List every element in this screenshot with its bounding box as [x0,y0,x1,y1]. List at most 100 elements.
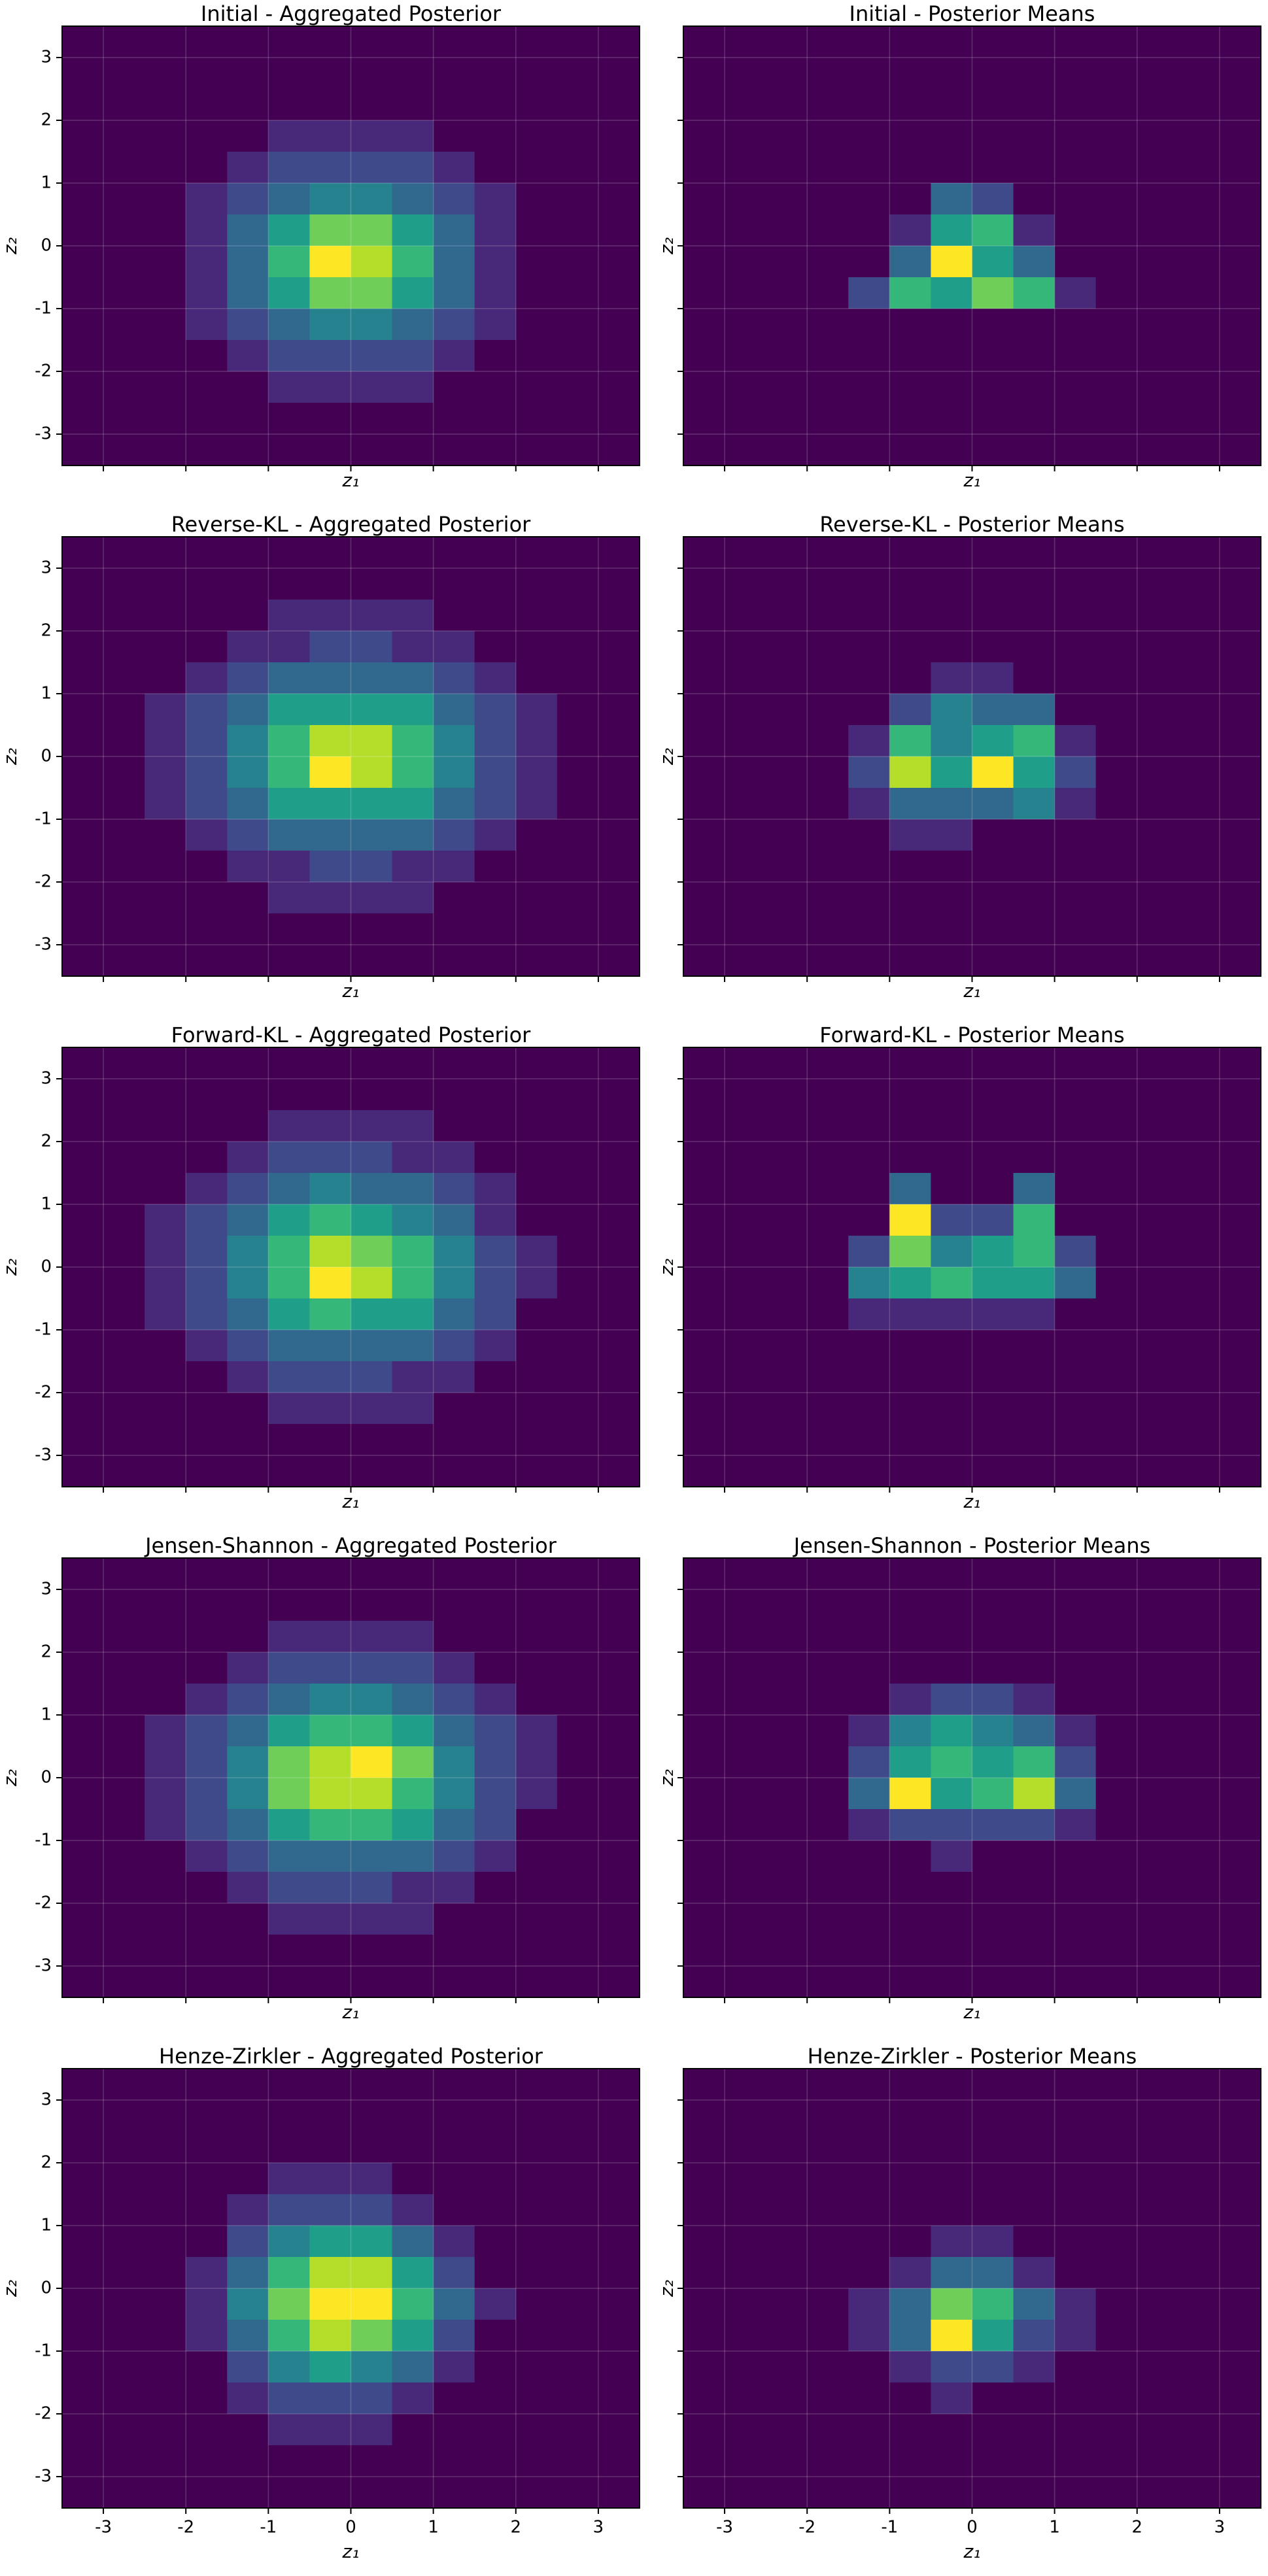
hist-cell [889,434,931,466]
hist-cell [433,662,475,694]
hist-cell [725,1903,766,1935]
hist-cell [1137,1236,1179,1268]
hist-cell [1013,1330,1055,1362]
hist-cell [1137,1872,1179,1904]
hist-cell [103,2131,145,2163]
hist-cell [433,600,475,632]
hist-cell [766,1903,808,1935]
hist-cell [474,1746,517,1778]
hist-cell [103,662,145,694]
hist-cell [515,1173,558,1205]
hist-cell [807,913,849,945]
hist-cell [1137,694,1179,726]
hist-cell [515,1621,558,1653]
hist-cell [1178,631,1220,663]
hist-cell [972,1589,1014,1621]
hist-cell [62,89,104,121]
hist-cell [725,1142,766,1174]
hist-cell [1178,120,1220,152]
hist-cell [351,537,393,569]
hist-cell [683,600,725,632]
hist-cell [931,662,972,694]
hist-cell [889,1684,931,1716]
hist-cell [62,1935,104,1967]
hist-cell [725,1047,766,1079]
hist-cell [227,1424,269,1456]
hist-cell [433,214,475,246]
hist-cell [848,2445,890,2477]
hist-cell [309,1330,351,1362]
hist-cell [1054,1455,1097,1487]
hist-cell [268,631,310,663]
hist-cell [848,945,890,977]
hist-cell [807,2382,849,2415]
hist-cell [268,2226,310,2258]
hist-cell [931,26,972,58]
hist-cell [972,340,1014,372]
hist-cell [103,1330,145,1362]
hist-cell [392,819,434,851]
hist-cell [1054,246,1097,278]
hist-cell [766,2069,808,2101]
hist-cell [1095,2445,1138,2477]
hist-cell [515,756,558,788]
hist-cell [351,851,393,883]
hist-cell [725,2477,766,2509]
hist-cell [62,2445,104,2477]
hist-cell [683,309,725,341]
hist-cell [145,1558,186,1590]
hist-cell [598,1298,640,1330]
hist-cell [309,1267,351,1299]
hist-cell [268,2131,310,2163]
hist-cell [1095,183,1138,215]
hist-cell [186,371,228,403]
y-tick-label: 3 [41,2090,52,2110]
hist-cell [725,1204,766,1236]
hist-cell [1219,945,1261,977]
hist-cell [683,537,725,569]
hist-cell [1054,600,1097,632]
hist-cell [268,819,310,851]
hist-cell [268,1558,310,1590]
hist-cell [725,1455,766,1487]
hist-cell [1219,1558,1261,1590]
hist-cell [145,246,186,278]
hist-cell [1178,1142,1220,1174]
hist-cell [1095,434,1138,466]
hist-cell [1095,26,1138,58]
hist-cell [972,214,1014,246]
hist-cell [931,537,972,569]
hist-cell [268,1684,310,1716]
hist-cell [766,371,808,403]
hist-cell [557,1558,599,1590]
hist-cell [103,1621,145,1653]
hist-cell [1054,434,1097,466]
hist-cell [1013,1903,1055,1935]
hist-cell [392,26,434,58]
hist-cell [889,1715,931,1747]
hist-cell [433,1840,475,1873]
hist-cell [1095,1173,1138,1205]
hist-cell [186,89,228,121]
hist-cell [474,694,517,726]
hist-cell [186,1110,228,1142]
hist-cell [931,152,972,184]
hist-cell [598,2069,640,2101]
hist-cell [557,214,599,246]
hist-cell [725,1809,766,1841]
hist-cell [186,2414,228,2446]
hist-cell [683,1298,725,1330]
hist-cell [145,371,186,403]
hist-cell [62,403,104,435]
hist-cell [889,631,931,663]
hist-cell [598,277,640,309]
hist-cell [145,1298,186,1330]
hist-cell [889,945,931,977]
hist-cell [889,1173,931,1205]
hist-cell [145,277,186,309]
hist-cell [474,945,517,977]
hist-cell [766,2131,808,2163]
hist-cell [392,1903,434,1935]
hist-cell [1013,1047,1055,1079]
